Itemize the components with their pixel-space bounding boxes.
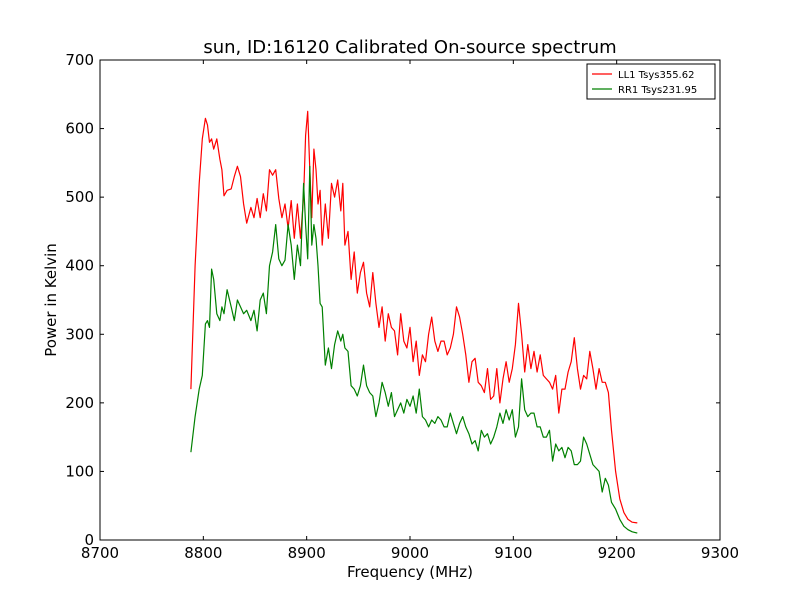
x-tick-label: 9200: [598, 544, 636, 562]
y-tick-label: 400: [65, 257, 94, 275]
y-tick-label: 500: [65, 188, 94, 206]
x-tick-label: 8700: [81, 544, 119, 562]
x-tick-label: 9000: [391, 544, 429, 562]
y-axis: 0 100 200 300 400 500 600 700: [65, 51, 720, 549]
y-tick-label: 100: [65, 462, 94, 480]
x-tick-label: 9300: [701, 544, 739, 562]
x-axis-label: Frequency (MHz): [347, 563, 473, 581]
x-axis: 8700 8800 8900 9000 9100 9200 9300: [81, 60, 739, 562]
x-tick-label: 8900: [288, 544, 326, 562]
x-tick-label: 8800: [184, 544, 222, 562]
legend-label-2: RR1 Tsys231.95: [618, 85, 697, 96]
x-tick-label: 9100: [494, 544, 532, 562]
chart-title: sun, ID:16120 Calibrated On-source spect…: [203, 37, 616, 58]
series-line-1: [190, 110, 638, 524]
y-tick-label: 700: [65, 51, 94, 69]
y-tick-label: 200: [65, 394, 94, 412]
legend-box: [586, 63, 716, 100]
y-axis-label: Power in Kelvin: [42, 243, 60, 357]
y-tick-label: 300: [65, 325, 94, 343]
y-tick-label: 0: [84, 531, 94, 549]
series-layer: [190, 110, 638, 534]
legend: LL1 Tsys355.62 RR1 Tsys231.95: [586, 63, 716, 100]
series-line-2: [190, 165, 638, 534]
legend-label-1: LL1 Tsys355.62: [618, 70, 694, 81]
y-tick-label: 600: [65, 120, 94, 138]
plot-area: 8700 8800 8900 9000 9100 9200 9300 0 100 200 300 4…: [65, 51, 739, 562]
